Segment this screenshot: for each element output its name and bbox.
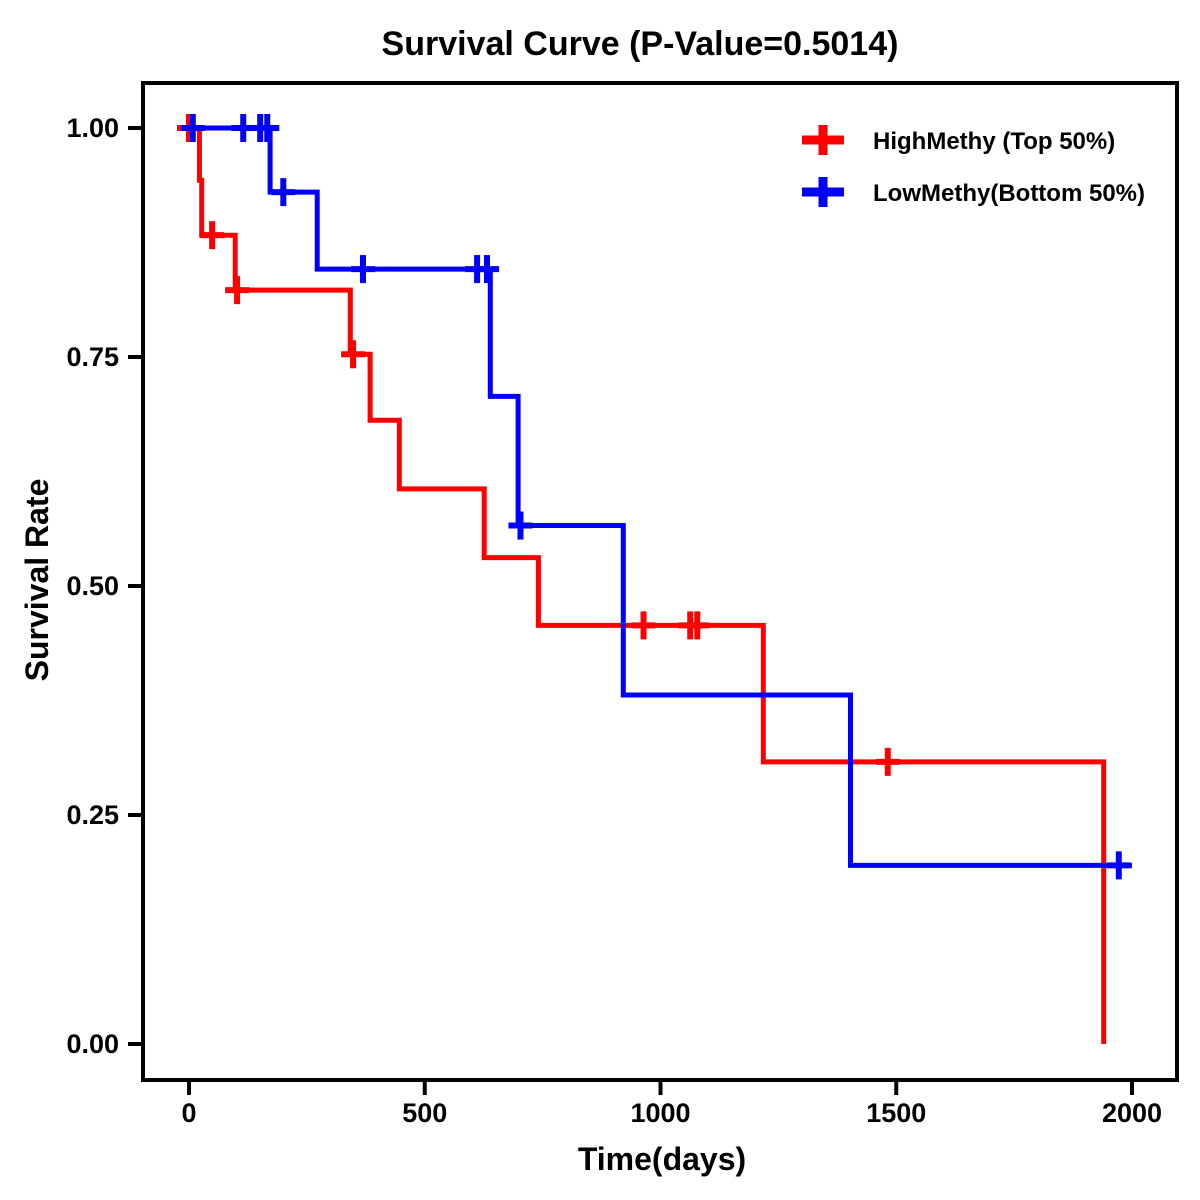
y-tick-label: 0.00: [66, 1029, 119, 1059]
y-axis-ticks: 0.00 0.25 0.50 0.75 1.00: [66, 113, 143, 1059]
legend-marker-highmethy: [802, 125, 844, 155]
survival-curves: [189, 125, 1132, 1044]
legend-label-highmethy: HighMethy (Top 50%): [873, 128, 1115, 155]
plot-border: [141, 81, 1179, 1082]
survival-curve-highmethy: [189, 125, 1107, 1044]
y-axis-label: Survival Rate: [19, 479, 55, 682]
y-tick-label: 1.00: [66, 113, 119, 143]
censor-marks: [177, 114, 1131, 880]
y-tick-label: 0.50: [66, 571, 119, 601]
survival-curve-lowmethy: [189, 125, 1132, 868]
x-axis-label: Time(days): [578, 1141, 746, 1177]
x-tick-label: 1500: [866, 1098, 926, 1128]
x-tick-label: 500: [402, 1098, 447, 1128]
legend-marker-lowmethy: [802, 177, 844, 207]
legend: HighMethy (Top 50%) LowMethy(Bottom 50%): [802, 125, 1145, 207]
x-tick-label: 0: [181, 1098, 196, 1128]
y-tick-label: 0.75: [66, 342, 119, 372]
legend-label-lowmethy: LowMethy(Bottom 50%): [873, 180, 1145, 207]
x-tick-label: 1000: [630, 1098, 690, 1128]
x-tick-label: 2000: [1102, 1098, 1162, 1128]
y-tick-label: 0.25: [66, 800, 119, 830]
chart-title: Survival Curve (P-Value=0.5014): [382, 25, 899, 63]
x-axis-ticks: 0 500 1000 1500 2000: [181, 1080, 1162, 1128]
